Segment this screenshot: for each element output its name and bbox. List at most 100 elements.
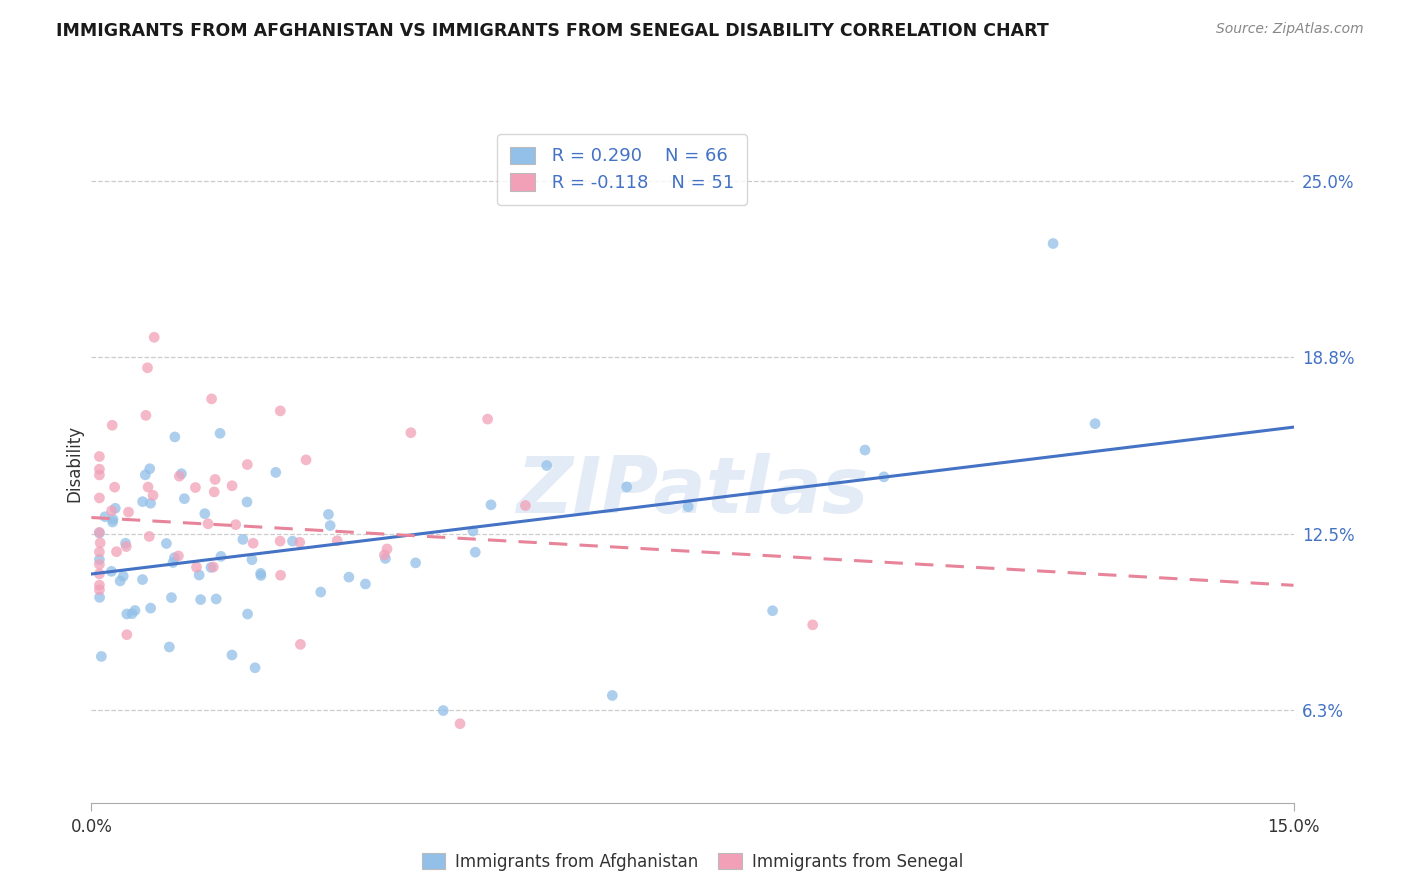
Point [162,556,184,570]
Point [89,545,111,559]
Point [89,552,111,566]
Point [337,570,360,584]
Point [94,509,117,524]
Point [114,536,136,550]
Point [373,548,395,562]
Point [240,552,263,566]
Point [204,473,226,487]
Point [167,549,190,563]
Point [221,479,243,493]
Point [186,560,208,574]
Point [115,607,138,621]
Point [225,517,247,532]
Point [89,558,111,572]
Point [281,534,304,549]
Point [602,689,624,703]
Point [170,467,193,481]
Point [295,453,318,467]
Point [194,507,217,521]
Point [134,467,156,482]
Point [142,488,165,502]
Point [536,458,558,473]
Text: Source: ZipAtlas.com: Source: ZipAtlas.com [1216,22,1364,37]
Point [101,512,124,526]
Point [221,648,243,662]
Point [375,541,398,556]
Legend: Immigrants from Afghanistan, Immigrants from Senegal: Immigrants from Afghanistan, Immigrants … [413,845,972,880]
Point [136,360,159,375]
Point [202,484,225,499]
Point [309,585,332,599]
Point [205,591,228,606]
Point [89,578,111,592]
Point [121,607,143,621]
Point [101,515,124,529]
Point [163,430,186,444]
Point [243,661,266,675]
Point [515,499,537,513]
Point [269,404,291,418]
Point [190,592,212,607]
Point [115,628,138,642]
Point [155,536,177,550]
Point [169,469,191,483]
Point [188,568,211,582]
Point [873,470,896,484]
Point [236,607,259,621]
Point [236,458,259,472]
Point [762,604,785,618]
Point [249,566,271,581]
Point [354,577,377,591]
Point [269,534,291,549]
Point [115,540,138,554]
Point [104,501,127,516]
Point [374,551,396,566]
Point [250,568,273,582]
Point [89,462,111,476]
Point [1084,417,1107,431]
Point [399,425,422,440]
Point [135,409,157,423]
Text: ZIPatlas: ZIPatlas [516,453,869,529]
Point [319,518,342,533]
Point [197,516,219,531]
Point [89,536,111,550]
Point [184,481,207,495]
Point [104,480,127,494]
Point [405,556,427,570]
Point [209,426,232,441]
Point [89,526,111,541]
Point [160,591,183,605]
Point [105,544,128,558]
Point [90,649,112,664]
Point [89,525,111,540]
Point [236,495,259,509]
Point [461,524,484,538]
Point [101,418,124,433]
Point [449,716,471,731]
Point [108,574,131,588]
Point [138,529,160,543]
Point [1042,236,1064,251]
Text: IMMIGRANTS FROM AFGHANISTAN VS IMMIGRANTS FROM SENEGAL DISABILITY CORRELATION CH: IMMIGRANTS FROM AFGHANISTAN VS IMMIGRANT… [56,22,1049,40]
Point [232,533,254,547]
Point [479,498,502,512]
Point [264,466,287,480]
Point [477,412,499,426]
Y-axis label: Disability: Disability [65,425,83,502]
Point [209,549,232,564]
Point [89,467,111,482]
Point [112,569,135,583]
Point [200,560,222,574]
Point [326,533,349,548]
Point [432,704,454,718]
Point [616,480,638,494]
Point [464,545,486,559]
Point [89,566,111,581]
Point [853,443,876,458]
Point [131,573,153,587]
Point [290,637,312,651]
Point [139,496,162,510]
Point [139,461,162,475]
Point [131,494,153,508]
